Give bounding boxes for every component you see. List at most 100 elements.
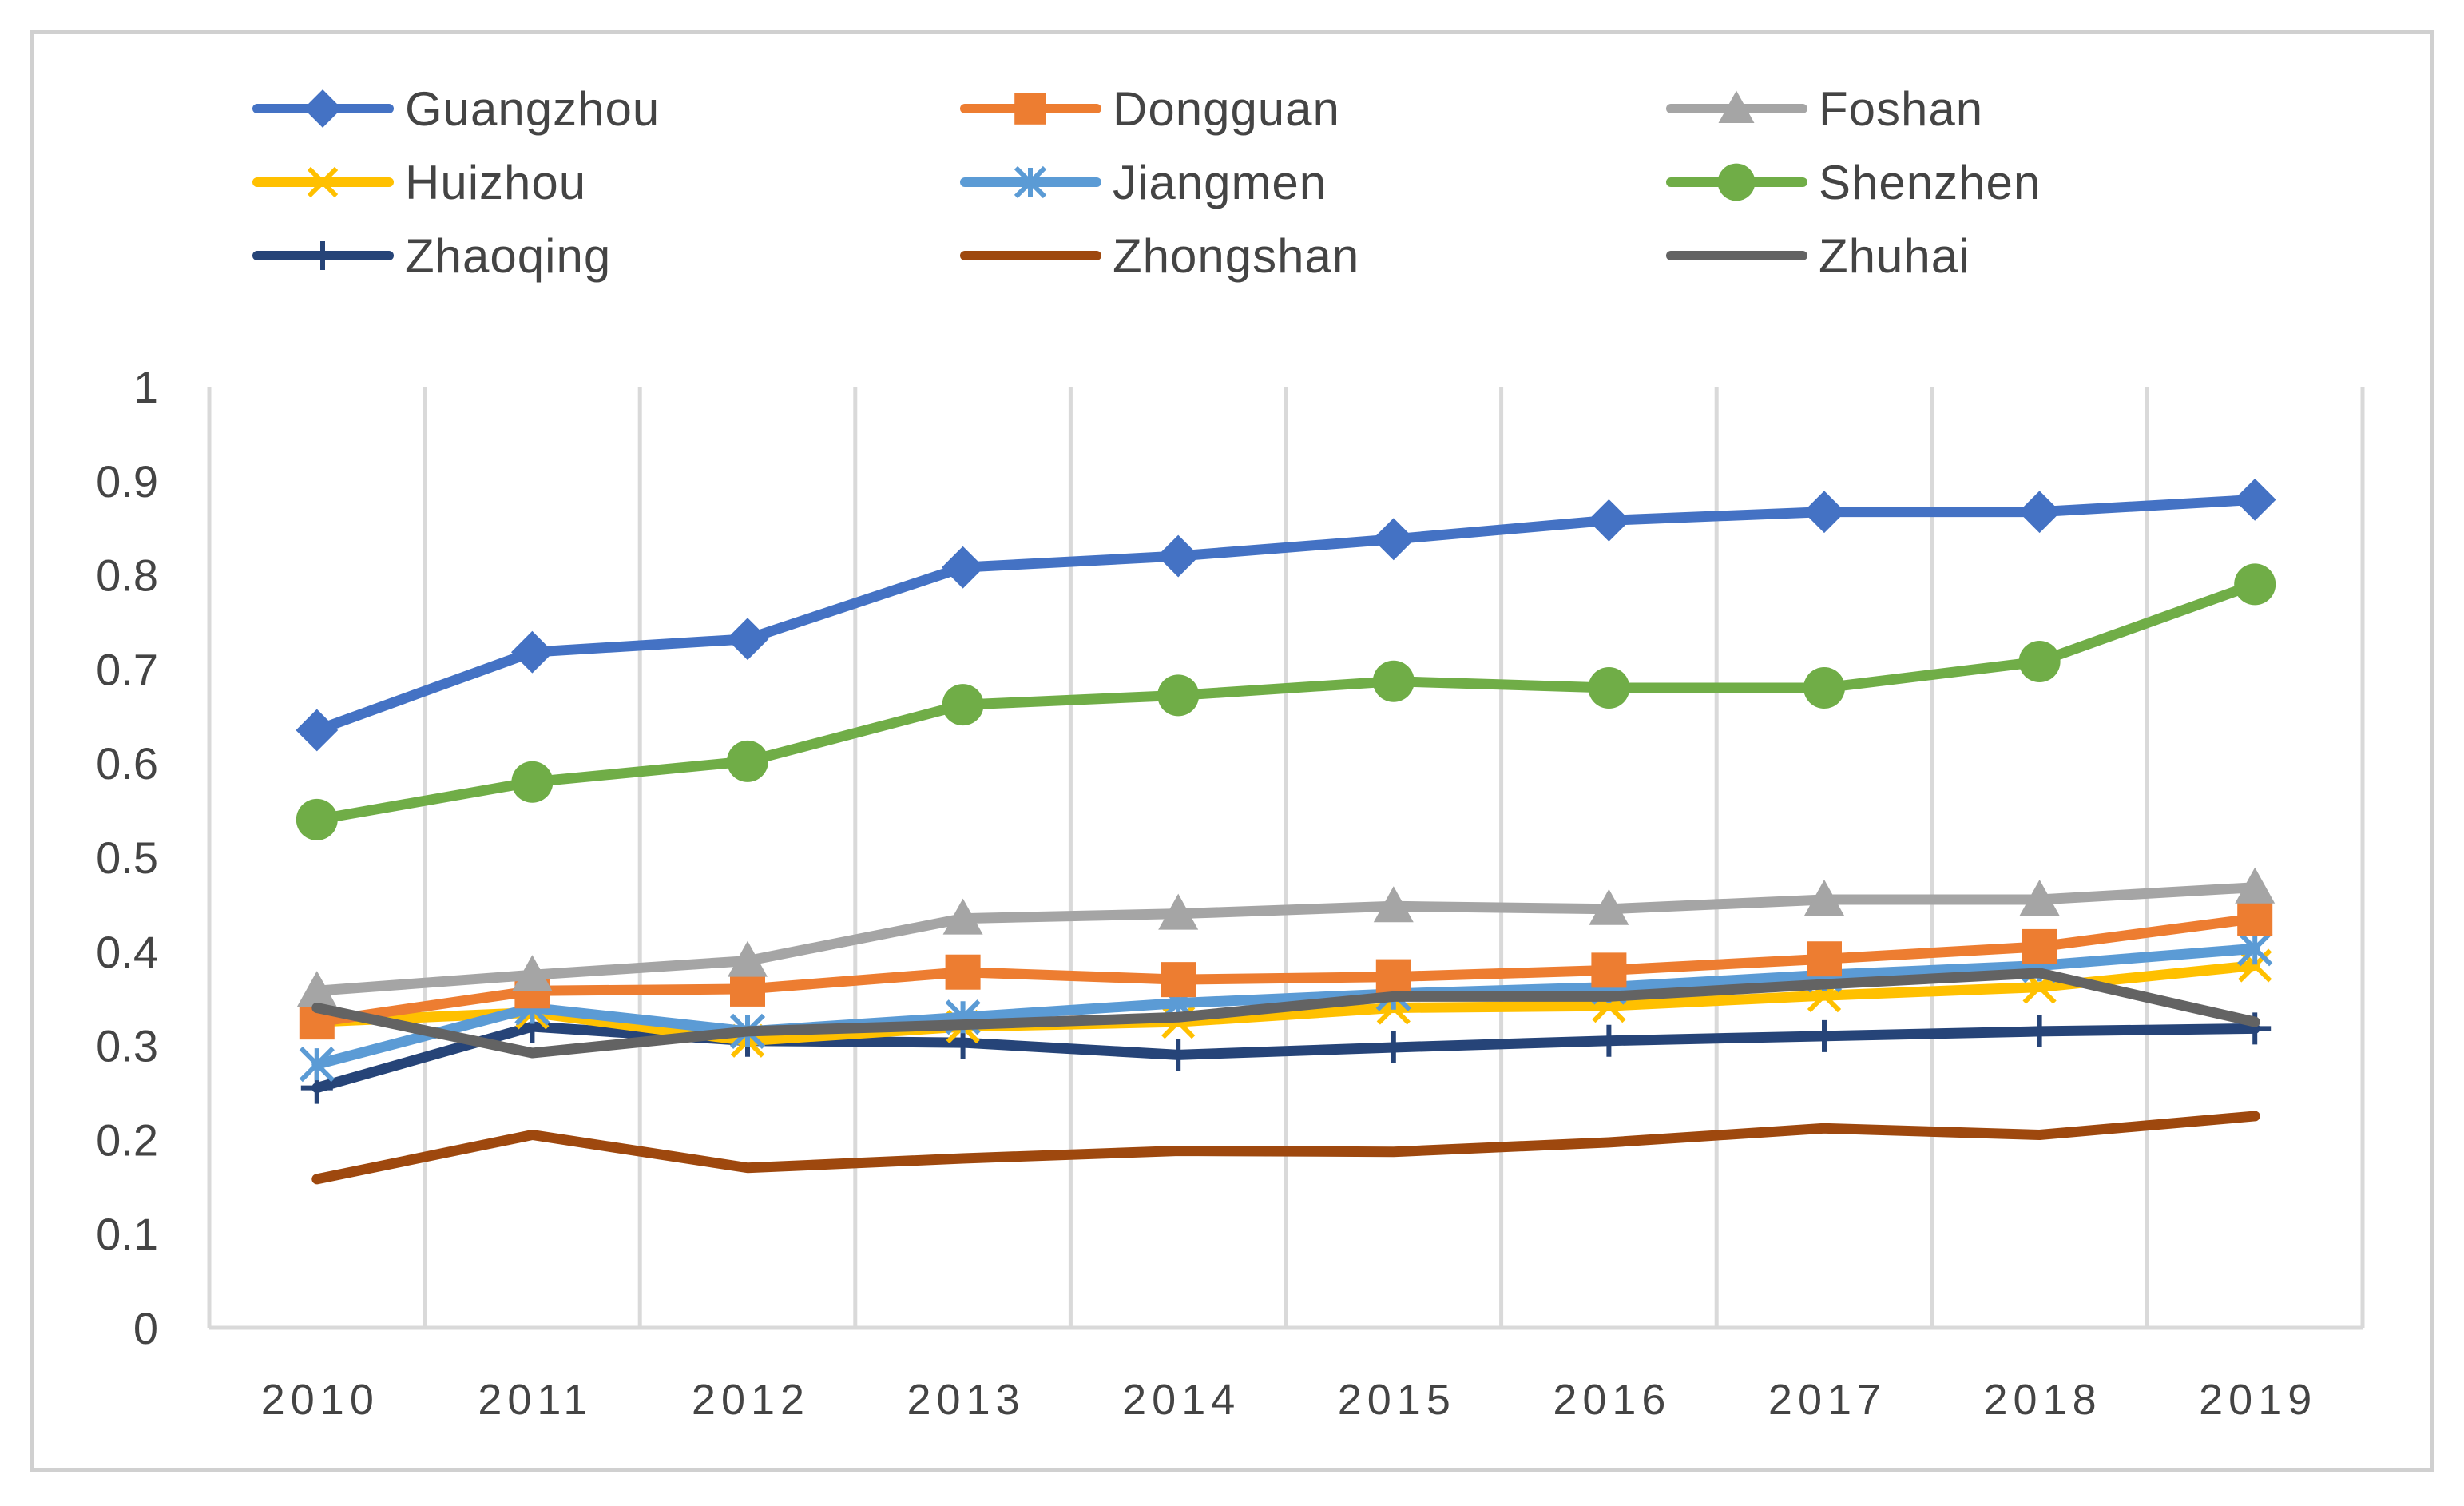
x-tick-label: 2017	[1768, 1376, 1887, 1424]
series-line	[311, 1111, 2260, 1185]
y-tick-label: 0.3	[96, 1021, 158, 1071]
y-tick-label: 0.8	[96, 550, 158, 601]
data-point-marker	[296, 709, 339, 752]
legend-item-huizhou: Huizhou	[252, 156, 586, 209]
series-line	[311, 578, 2260, 825]
axes: 0 0.1 0.2 0.3 0.4 0.5 0.6 0.7 0.8 0.9 1 2010 2011 201…	[96, 362, 2365, 1424]
x-tick-label: 2019	[2199, 1376, 2317, 1424]
series-line	[311, 494, 2260, 736]
legend-item-jiangmen: Jiangmen	[960, 156, 1327, 209]
data-point-marker	[942, 546, 985, 589]
data-point-marker	[299, 1047, 335, 1083]
data-point-marker	[2019, 880, 2060, 916]
data-point-marker	[1588, 666, 1630, 709]
data-point-marker	[942, 684, 984, 726]
data-point-marker	[728, 940, 768, 977]
y-tick-label: 1	[133, 362, 158, 412]
data-point-marker	[307, 166, 339, 198]
legend-item-foshan: Foshan	[1666, 82, 1983, 136]
data-point-marker	[730, 971, 765, 1007]
data-point-marker	[304, 89, 342, 128]
legend-label: Zhaoqing	[405, 229, 611, 283]
legend-item-dongguan: Dongguan	[960, 82, 1340, 136]
data-point-marker	[511, 761, 554, 803]
data-point-marker	[2234, 563, 2276, 606]
y-tick-label: 0.5	[96, 832, 158, 883]
data-point-marker	[727, 740, 768, 782]
series-dongguan	[299, 900, 2273, 1040]
data-point-marker	[1158, 893, 1199, 930]
data-point-marker	[2018, 491, 2061, 534]
data-point-marker	[2237, 931, 2273, 967]
gridlines	[423, 387, 2149, 1328]
legend-label: Jiangmen	[1113, 156, 1327, 209]
y-tick-label: 0.6	[96, 738, 158, 789]
data-point-marker	[942, 898, 983, 935]
series-shenzhen	[296, 563, 2276, 840]
legend-item-guangzhou: Guangzhou	[252, 82, 660, 136]
data-point-marker	[1373, 886, 1414, 923]
data-point-marker	[1375, 959, 1411, 995]
series-line	[311, 913, 2260, 1027]
legend-label: Shenzhen	[1819, 156, 2041, 209]
data-point-marker	[296, 971, 337, 1007]
x-tick-label: 2012	[692, 1376, 810, 1424]
data-point-marker	[2233, 478, 2276, 521]
data-point-marker	[945, 954, 981, 990]
data-point-marker	[1808, 1019, 1840, 1052]
series-line	[311, 943, 2260, 1070]
data-point-marker	[1372, 518, 1415, 561]
data-point-marker	[2023, 1015, 2056, 1047]
legend-label: Guangzhou	[405, 82, 660, 136]
data-point-marker	[1162, 1039, 1195, 1071]
data-point-marker	[1803, 491, 1846, 534]
series-zhuhai	[311, 968, 2260, 1059]
y-tick-label: 0.9	[96, 456, 158, 507]
data-point-marker	[1593, 1024, 1625, 1057]
series-guangzhou	[296, 478, 2276, 752]
data-point-marker	[1807, 941, 1842, 977]
data-point-marker	[2018, 640, 2061, 682]
data-point-marker	[1014, 165, 1047, 199]
legend-item-zhaoqing: Zhaoqing	[252, 229, 611, 283]
data-point-marker	[2235, 867, 2276, 904]
y-tick-label: 0.4	[96, 927, 158, 977]
x-tick-label: 2014	[1122, 1376, 1240, 1424]
x-tick-label: 2018	[1984, 1376, 2102, 1424]
chart-frame	[30, 30, 2434, 1472]
legend-item-zhuhai: Zhuhai	[1666, 229, 1970, 283]
legend-label: Dongguan	[1113, 82, 1340, 136]
series-line	[311, 882, 2260, 996]
data-point-marker	[1377, 1031, 1410, 1063]
data-point-marker	[296, 798, 338, 840]
legend-label: Foshan	[1819, 82, 1983, 136]
data-point-marker	[1372, 660, 1415, 702]
data-point-marker	[726, 618, 769, 661]
legend-item-shenzhen: Shenzhen	[1666, 156, 2041, 209]
data-point-marker	[1718, 90, 1755, 123]
data-point-marker	[2022, 928, 2057, 964]
legend-label: Huizhou	[405, 156, 586, 209]
x-tick-label: 2011	[478, 1376, 593, 1424]
data-point-marker	[512, 955, 553, 991]
series-line	[311, 960, 2260, 1047]
series-line	[311, 1021, 2260, 1094]
data-point-marker	[1717, 163, 1756, 201]
legend-item-zhongshan: Zhongshan	[960, 229, 1359, 283]
data-point-marker	[2237, 900, 2273, 936]
data-point-marker	[1161, 962, 1196, 998]
data-point-marker	[1803, 666, 1845, 709]
legend-label: Zhuhai	[1819, 229, 1970, 283]
data-point-marker	[1157, 674, 1200, 717]
series-layer	[296, 478, 2276, 1185]
x-tick-label: 2010	[261, 1376, 379, 1424]
legend-label: Zhongshan	[1113, 229, 1359, 283]
data-point-marker	[308, 241, 337, 270]
y-tick-label: 0.7	[96, 644, 158, 694]
data-point-marker	[1804, 880, 1844, 916]
data-point-marker	[1157, 534, 1200, 578]
data-point-marker	[1591, 952, 1627, 988]
y-tick-label: 0.1	[96, 1209, 158, 1259]
series-zhongshan	[311, 1111, 2260, 1185]
